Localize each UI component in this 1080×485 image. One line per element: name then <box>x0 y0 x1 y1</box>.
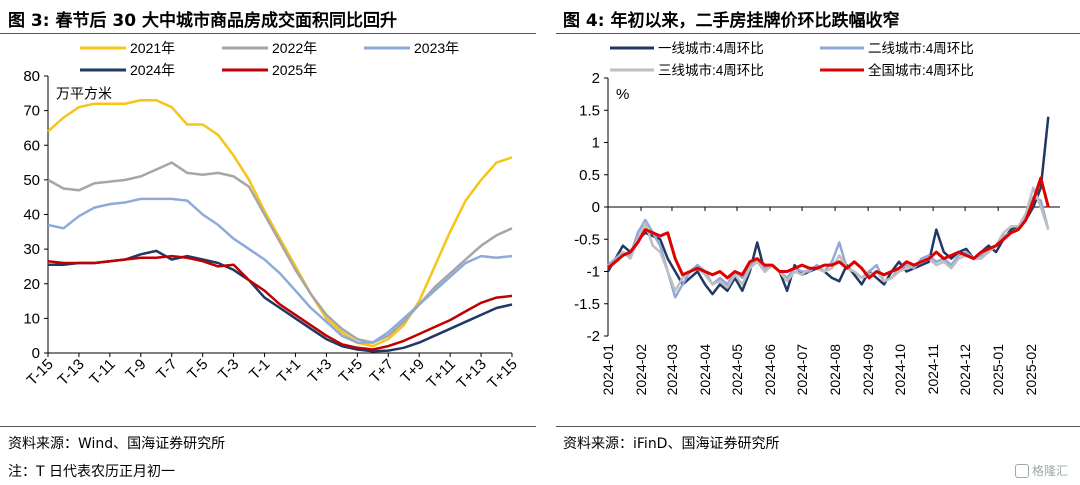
watermark-text: 格隆汇 <box>1031 464 1068 478</box>
left-source: 资料来源：Wind、国海证券研究所 <box>8 436 226 452</box>
x-tick-label: 2024-09 <box>860 344 876 396</box>
legend-label: 三线城市:4周环比 <box>658 62 764 78</box>
right-chart: -2 -1.5 -1 -0.5 0 0.5 1 1.5 2% 2024-01 2024-02 2024… <box>574 40 1060 396</box>
right-source: 资料来源：iFinD、国海证券研究所 <box>563 436 780 452</box>
y-axis-unit-label: 万平方米 <box>56 85 112 101</box>
x-tick-label: T+9 <box>397 356 428 387</box>
x-tick-label: 2024-05 <box>729 344 745 396</box>
x-tick-label: 2024-10 <box>892 344 908 396</box>
y-tick-label: -2 <box>587 328 600 345</box>
x-tick-label: T-13 <box>55 356 88 389</box>
y-tick-label: 40 <box>23 207 40 224</box>
right-source-rule <box>556 426 1080 427</box>
y-tick-label: 1 <box>592 135 600 152</box>
x-tick-label: 2024-12 <box>957 344 973 396</box>
y-tick-label: 80 <box>23 68 40 85</box>
left-figure-title: 图 3: 春节后 30 大中城市商品房成交面积同比回升 <box>8 11 397 31</box>
x-tick-label: T-15 <box>24 356 57 389</box>
series-line <box>607 196 1050 299</box>
left-title-rule <box>0 33 536 34</box>
y-tick-label: 1.5 <box>579 102 600 119</box>
x-tick-label: T+7 <box>367 356 398 387</box>
x-tick-label: 2024-04 <box>697 344 713 396</box>
y-tick-label: -0.5 <box>574 231 600 248</box>
x-tick-label: T+1 <box>274 356 305 387</box>
series-line <box>48 249 513 353</box>
series-line <box>47 161 513 344</box>
y-tick-label: 10 <box>23 310 40 327</box>
x-tick-label: T-5 <box>184 356 211 383</box>
x-tick-label: T-3 <box>215 356 242 383</box>
x-tick-label: 2025-02 <box>1023 344 1039 396</box>
x-tick-label: 2025-01 <box>990 344 1006 396</box>
y-tick-label: 20 <box>23 276 40 293</box>
legend-label: 一线城市:4周环比 <box>658 40 764 56</box>
series-line <box>47 197 513 344</box>
legend-label: 2023年 <box>414 40 459 56</box>
x-tick-label: T+11 <box>423 356 459 392</box>
right-title-rule <box>556 33 1080 34</box>
left-note: 注：T 日代表农历正月初一 <box>8 464 176 480</box>
series-line <box>47 254 513 351</box>
y-tick-label: -1.5 <box>574 296 600 313</box>
y-tick-label: 0 <box>32 345 40 362</box>
x-tick-label: T-11 <box>86 356 118 388</box>
y-tick-label: 50 <box>23 172 40 189</box>
x-tick-label: T-1 <box>246 356 273 383</box>
x-tick-label: T-7 <box>153 356 180 383</box>
x-tick-label: 2024-03 <box>664 344 680 396</box>
y-axis-unit-label: % <box>616 86 629 103</box>
x-tick-label: 2024-06 <box>762 344 778 396</box>
legend-label: 二线城市:4周环比 <box>868 40 974 56</box>
x-tick-label: T-9 <box>122 356 149 383</box>
x-tick-label: T+15 <box>484 356 520 392</box>
watermark-logo-icon <box>1014 463 1029 478</box>
legend-label: 2021年 <box>130 40 175 56</box>
left-source-rule <box>0 426 536 427</box>
x-tick-label: T+3 <box>305 356 336 387</box>
series-line <box>47 98 513 348</box>
legend-label: 2025年 <box>272 62 317 78</box>
y-tick-label: 30 <box>23 241 40 258</box>
watermark: 格隆汇 <box>1014 462 1068 479</box>
x-tick-label: 2024-07 <box>794 344 810 396</box>
x-tick-label: T+5 <box>336 356 367 387</box>
series-line <box>607 176 1050 280</box>
legend-label: 全国城市:4周环比 <box>868 62 974 78</box>
y-tick-label: 70 <box>23 103 40 120</box>
x-tick-label: 2024-08 <box>827 344 843 396</box>
right-figure-title: 图 4: 年初以来，二手房挂牌价环比跌幅收窄 <box>563 11 900 31</box>
x-tick-label: 2024-01 <box>600 344 616 396</box>
x-tick-label: 2024-11 <box>925 344 941 395</box>
y-tick-label: 60 <box>23 137 40 154</box>
y-tick-label: 0 <box>592 199 600 216</box>
y-tick-label: -1 <box>587 264 600 281</box>
legend-label: 2022年 <box>272 40 317 56</box>
x-tick-label: T+13 <box>453 356 489 392</box>
legend-label: 2024年 <box>130 62 175 78</box>
x-tick-label: 2024-02 <box>633 344 649 396</box>
y-tick-label: 2 <box>592 70 600 87</box>
y-tick-label: 0.5 <box>579 167 600 184</box>
